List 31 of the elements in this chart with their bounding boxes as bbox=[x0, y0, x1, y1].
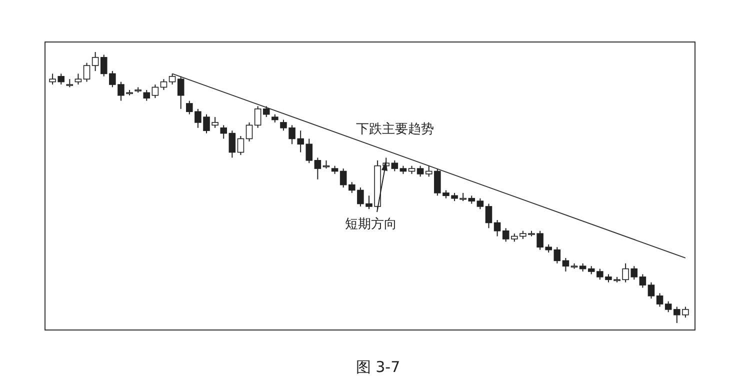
candlestick bbox=[562, 257, 570, 272]
candlestick bbox=[262, 106, 270, 118]
text: 图 3-7 bbox=[356, 358, 400, 376]
candlestick bbox=[254, 106, 262, 128]
candlestick bbox=[416, 165, 424, 178]
candlestick bbox=[639, 274, 646, 288]
candlestick bbox=[554, 246, 561, 264]
candlestick bbox=[237, 136, 244, 156]
candlestick bbox=[494, 220, 501, 237]
candlestick bbox=[476, 198, 484, 210]
candlestick bbox=[152, 84, 159, 99]
candlestick bbox=[664, 300, 672, 313]
candlestick bbox=[220, 124, 227, 140]
candlestick bbox=[485, 203, 492, 229]
candlestick bbox=[656, 292, 664, 308]
candlestick bbox=[228, 130, 236, 158]
candlestick bbox=[74, 73, 82, 86]
candlestick bbox=[143, 89, 150, 102]
candlestick bbox=[502, 228, 510, 242]
candlestick bbox=[246, 122, 253, 142]
candlestick bbox=[160, 78, 168, 90]
annotation: 短期方向 bbox=[345, 216, 397, 232]
candlestick bbox=[92, 52, 99, 72]
candlestick bbox=[168, 73, 176, 86]
candlestick bbox=[340, 168, 347, 188]
candlestick bbox=[648, 282, 655, 300]
candlestick bbox=[391, 160, 398, 172]
candlestick bbox=[314, 157, 322, 180]
candlestick bbox=[177, 76, 184, 110]
annotation: 下跌主要趋势 bbox=[356, 121, 434, 137]
candlestick bbox=[83, 62, 90, 82]
